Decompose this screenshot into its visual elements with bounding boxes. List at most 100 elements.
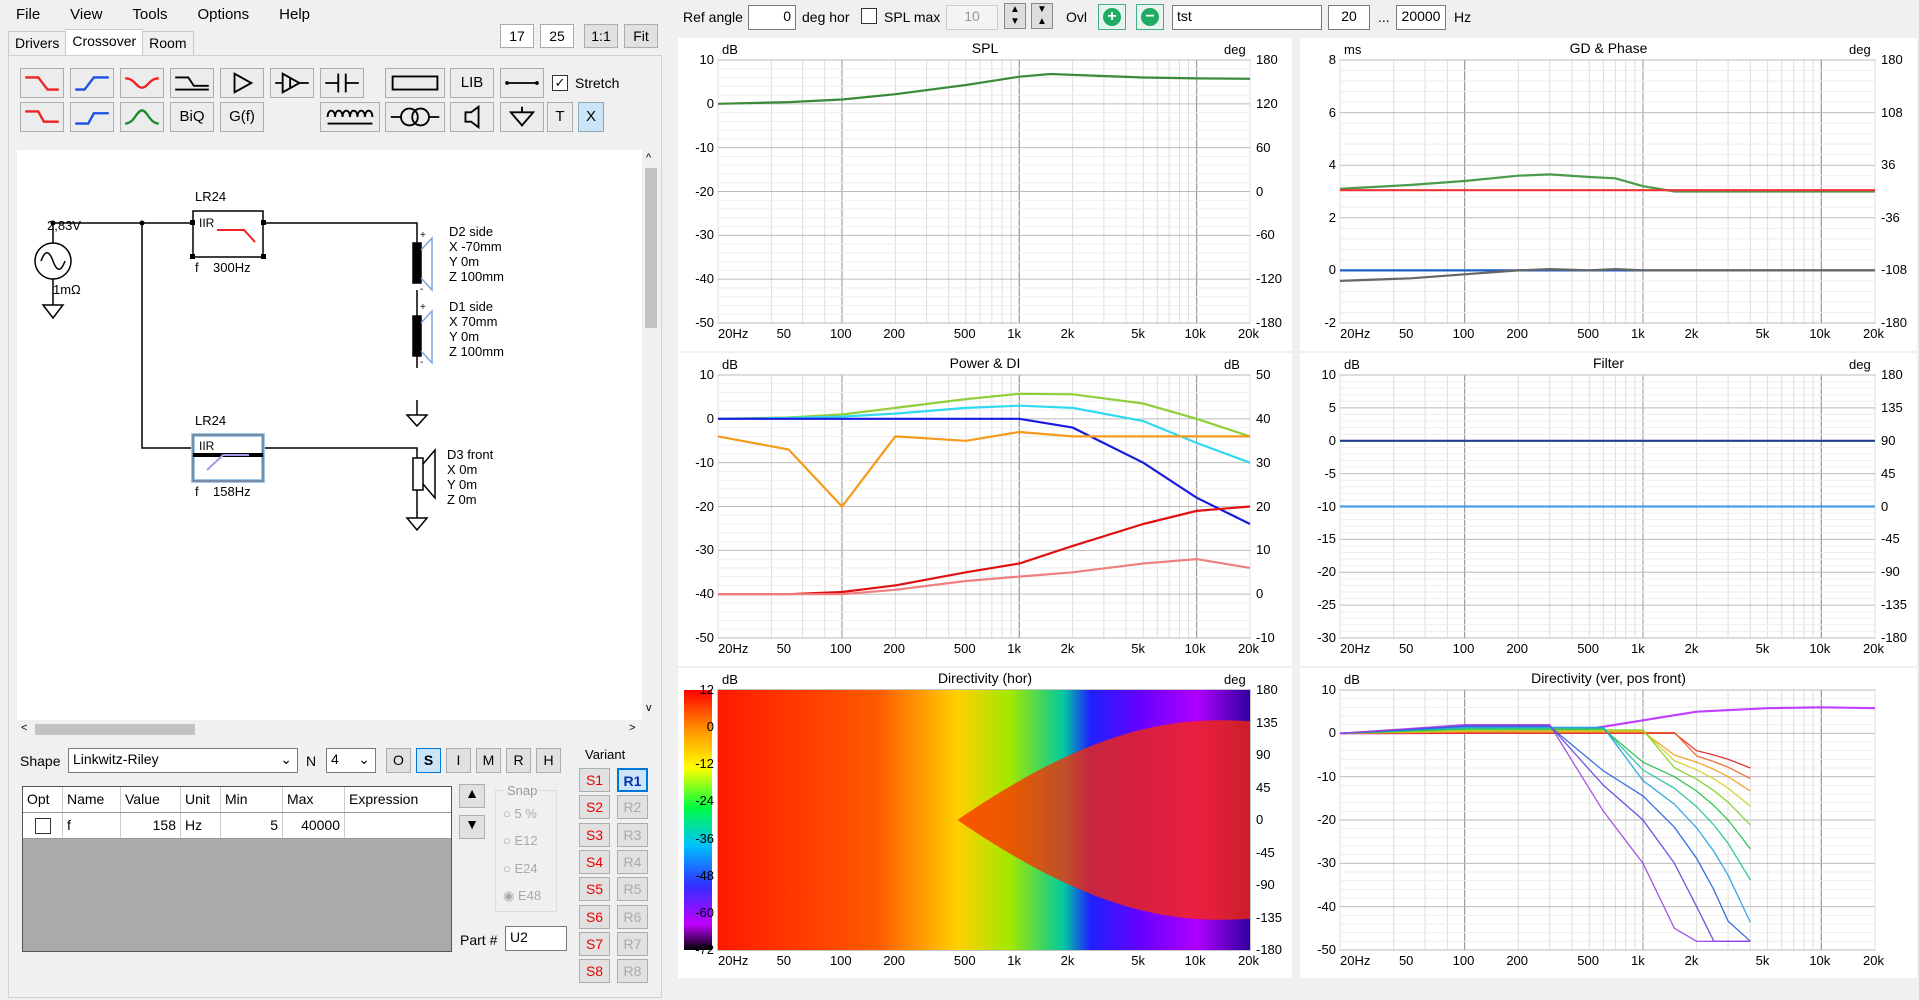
cell-value[interactable]: 158: [121, 813, 181, 838]
stretch-checkbox[interactable]: ✓: [552, 75, 568, 91]
grid-rows-input[interactable]: 17: [500, 24, 534, 48]
freq-min-input[interactable]: 20: [1328, 5, 1370, 30]
cell-expression[interactable]: [345, 813, 449, 838]
variant-s7-button[interactable]: S7: [579, 931, 610, 956]
shape-option-r[interactable]: R: [506, 748, 531, 773]
variant-s3-button[interactable]: S3: [579, 822, 610, 847]
opt-checkbox[interactable]: [35, 818, 51, 834]
menu-file[interactable]: File: [16, 5, 41, 23]
order-select[interactable]: 4 ⌄: [326, 748, 376, 773]
shelf-tool-icon[interactable]: [170, 68, 214, 98]
tab-drivers[interactable]: Drivers: [8, 31, 67, 56]
tab-room[interactable]: Room: [142, 31, 194, 56]
overlay-name-input[interactable]: tst: [1172, 5, 1322, 30]
snap-option-5pct[interactable]: ○ 5 %: [503, 806, 537, 821]
shape-option-s[interactable]: S: [416, 748, 441, 773]
delete-tool-button[interactable]: X: [578, 102, 604, 132]
move-up-button[interactable]: ▲: [459, 784, 485, 808]
scroll-right-icon[interactable]: >: [629, 722, 636, 734]
spl-max-checkbox[interactable]: [861, 8, 877, 24]
menu-options[interactable]: Options: [197, 5, 250, 23]
text-tool-button[interactable]: T: [547, 102, 573, 132]
part-number-input[interactable]: U2: [505, 926, 567, 951]
resistor-tool-icon[interactable]: [385, 68, 445, 98]
spl-max-reset-button[interactable]: ▼ ▲: [1031, 3, 1053, 29]
snap-option-e48-label: E48: [517, 888, 542, 903]
cell-min[interactable]: 5: [221, 813, 283, 838]
chart-panel-2[interactable]: 10 0 -10 -20 -30 -40 -50 50 40 30 20 10 0 -10 20Hz 50 10…: [678, 353, 1292, 666]
tab-crossover[interactable]: Crossover: [65, 29, 144, 56]
zoom-1to1-button[interactable]: 1:1: [584, 24, 618, 48]
add-overlay-button[interactable]: +: [1098, 4, 1126, 30]
biquad-button[interactable]: BiQ: [170, 102, 214, 132]
grid-cols-input[interactable]: 25: [540, 24, 574, 48]
schematic-vertical-scrollbar[interactable]: ^ v: [642, 150, 660, 720]
horizontal-scroll-thumb[interactable]: [35, 724, 195, 735]
variant-r1-button[interactable]: R1: [617, 768, 648, 792]
cell-max[interactable]: 40000: [283, 813, 345, 838]
variant-r7-button[interactable]: R7: [617, 931, 648, 956]
buffer-tool-icon[interactable]: [270, 68, 314, 98]
snap-option-e48[interactable]: ◉ E48: [503, 888, 542, 903]
vertical-scroll-thumb[interactable]: [645, 168, 657, 328]
variant-r8-button[interactable]: R8: [617, 959, 648, 984]
variant-s2-button[interactable]: S2: [579, 795, 610, 820]
snap-option-e12[interactable]: ○ E12: [503, 833, 538, 848]
chart-panel-0[interactable]: 10 0 -10 -20 -30 -40 -50 180 120 60 0 -60 -120 -180 20…: [678, 38, 1292, 351]
shape-select[interactable]: Linkwitz-Riley ⌄: [68, 748, 298, 773]
variant-r6-button[interactable]: R6: [617, 904, 648, 929]
gf-button[interactable]: G(f): [220, 102, 264, 132]
shape-option-o[interactable]: O: [386, 748, 411, 773]
chart-panel-1[interactable]: 8 6 4 2 0 -2 180 108 36 -36 -108 -180 20Hz 50 100 200 50…: [1300, 38, 1917, 351]
spl-max-spinner[interactable]: ▲ ▼: [1004, 3, 1026, 29]
ground-tool-icon[interactable]: [500, 102, 544, 132]
bandpass-green-tool-icon[interactable]: [120, 102, 164, 132]
transformer-tool-icon[interactable]: [385, 102, 445, 132]
chart-panel-5[interactable]: 10 0 -10 -20 -30 -40 -50 20Hz 50 100 200 500 1k 2k 5k 1…: [1300, 668, 1917, 978]
variant-r4-button[interactable]: R4: [617, 849, 648, 874]
variant-s1-button[interactable]: S1: [579, 768, 610, 792]
variant-r2-button[interactable]: R2: [617, 795, 648, 820]
variant-s6-button[interactable]: S6: [579, 904, 610, 929]
freq-max-input[interactable]: 20000: [1396, 5, 1446, 30]
menu-tools[interactable]: Tools: [132, 5, 168, 23]
fit-button[interactable]: Fit: [624, 24, 658, 48]
shape-option-m[interactable]: M: [476, 748, 501, 773]
scroll-left-icon[interactable]: <: [21, 722, 28, 734]
wire-tool-icon[interactable]: [500, 68, 544, 98]
shape-option-h[interactable]: H: [536, 748, 561, 773]
library-button[interactable]: LIB: [450, 68, 494, 98]
table-row[interactable]: f 158 Hz 5 40000: [23, 813, 451, 839]
variant-s8-button[interactable]: S8: [579, 959, 610, 984]
variant-r5-button[interactable]: R5: [617, 877, 648, 902]
filter1-kind: IIR: [199, 216, 215, 230]
move-down-button[interactable]: ▼: [459, 815, 485, 839]
menu-view[interactable]: View: [70, 5, 103, 23]
variant-s4-button[interactable]: S4: [579, 849, 610, 874]
lowpass-red-tool-icon[interactable]: [20, 68, 64, 98]
ver-directivity-curve-4: [1339, 729, 1751, 826]
variant-s5-button[interactable]: S5: [579, 877, 610, 902]
driver-tool-icon[interactable]: [450, 102, 494, 132]
scroll-up-icon[interactable]: ^: [646, 152, 652, 164]
chart-panel-4[interactable]: 12 0 -12 -24 -36 -48 -60 -72 180 135 90 45 0 -45 -90 -1…: [678, 668, 1292, 978]
notch-red-tool-icon[interactable]: [120, 68, 164, 98]
shape-option-i[interactable]: I: [446, 748, 471, 773]
variant-r3-button[interactable]: R3: [617, 822, 648, 847]
highpass-blue-tool-icon[interactable]: [70, 68, 114, 98]
schematic-horizontal-scrollbar[interactable]: < >: [17, 720, 642, 738]
remove-overlay-button[interactable]: −: [1136, 4, 1164, 30]
menu-help[interactable]: Help: [279, 5, 311, 23]
scroll-down-icon[interactable]: v: [646, 702, 652, 714]
left-tick-label: -36: [695, 830, 714, 846]
capacitor-tool-icon[interactable]: [320, 68, 364, 98]
chart-panel-3[interactable]: 10 5 0 -5 -10 -15 -20 -25 -30 180 135 90 45 0 -45 -90 -1…: [1300, 353, 1917, 666]
snap-option-e24[interactable]: ○ E24: [503, 861, 538, 876]
schematic-canvas[interactable]: IIR IIR + - + - 2,83V 1mΩ LR24 f 300Hz LR2…: [17, 150, 642, 720]
highpass-blue-2-tool-icon[interactable]: [70, 102, 114, 132]
ref-angle-input[interactable]: 0: [748, 5, 796, 30]
lowpass-red-2-tool-icon[interactable]: [20, 102, 64, 132]
spl-max-input[interactable]: 10: [946, 5, 998, 30]
amplifier-tool-icon[interactable]: [220, 68, 264, 98]
inductor-tool-icon[interactable]: [320, 102, 380, 132]
